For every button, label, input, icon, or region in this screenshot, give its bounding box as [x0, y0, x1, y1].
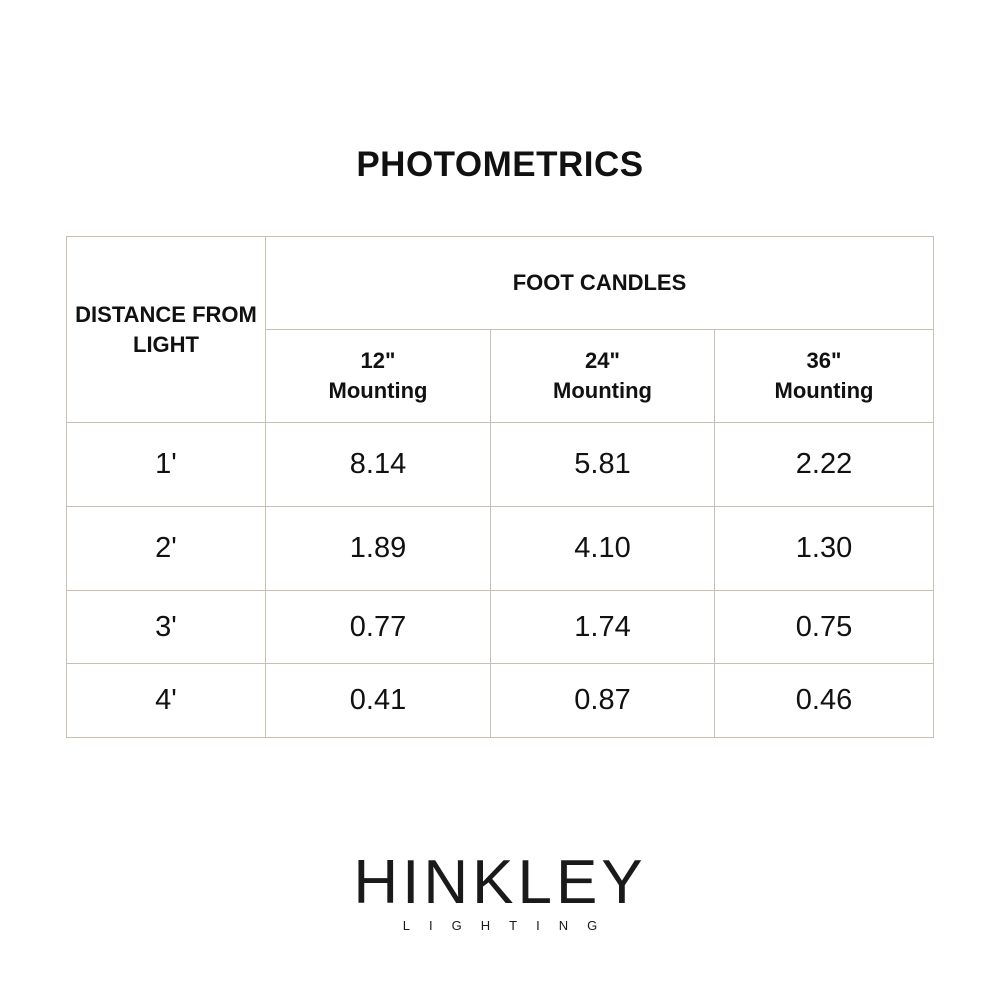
hinkley-logo: HINKLEY LIGHTING	[0, 848, 1000, 934]
value-cell: 0.77	[265, 590, 491, 664]
column-header: 12" Mounting	[265, 329, 491, 423]
value-cell: 0.87	[490, 663, 715, 738]
value-cell: 8.14	[265, 422, 491, 507]
photometrics-table: DISTANCE FROM LIGHT FOOT CANDLES 12" Moun…	[66, 236, 934, 738]
column-header: 36" Mounting	[714, 329, 934, 423]
table-row: 2' 1.89 4.10 1.30	[66, 506, 934, 591]
value-cell: 2.22	[714, 422, 934, 507]
distance-header: DISTANCE FROM LIGHT	[66, 236, 266, 423]
page-title: PHOTOMETRICS	[356, 145, 644, 184]
table-row: 3' 0.77 1.74 0.75	[66, 590, 934, 664]
value-cell: 4.10	[490, 506, 715, 591]
value-cell: 0.46	[714, 663, 934, 738]
table-row: 4' 0.41 0.87 0.46	[66, 663, 934, 738]
table-row: 1' 8.14 5.81 2.22	[66, 422, 934, 507]
value-cell: 0.41	[265, 663, 491, 738]
logo-subtitle: LIGHTING	[402, 918, 617, 933]
value-cell: 1.74	[490, 590, 715, 664]
value-cell: 1.89	[265, 506, 491, 591]
logo-brand: HINKLEY	[353, 848, 647, 917]
distance-cell: 4'	[66, 663, 266, 738]
column-header: 24" Mounting	[490, 329, 715, 423]
value-cell: 1.30	[714, 506, 934, 591]
foot-candles-header: FOOT CANDLES	[265, 236, 934, 330]
value-cell: 5.81	[490, 422, 715, 507]
distance-cell: 3'	[66, 590, 266, 664]
distance-cell: 2'	[66, 506, 266, 591]
value-cell: 0.75	[714, 590, 934, 664]
distance-cell: 1'	[66, 422, 266, 507]
